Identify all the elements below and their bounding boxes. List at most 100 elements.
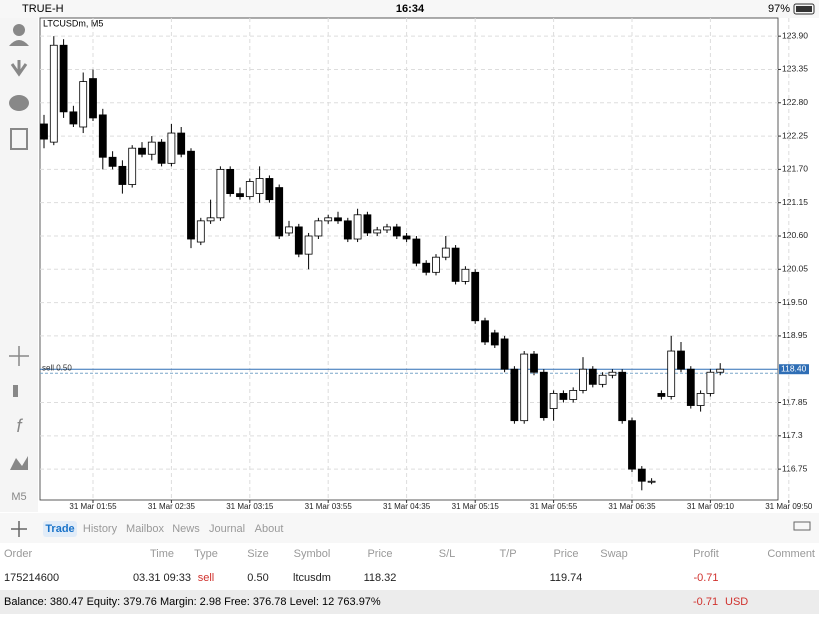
candle-body [265, 178, 274, 201]
y-tick-label: 117.3 [782, 430, 803, 440]
account-icon[interactable] [13, 24, 25, 36]
crosshair-icon[interactable] [9, 346, 29, 366]
candle-body [147, 141, 156, 155]
candle-body [118, 165, 127, 185]
candle-body [422, 262, 431, 273]
candle-body [353, 214, 362, 240]
column-header: T/P [499, 548, 516, 560]
candle-body [696, 393, 705, 406]
candle-body [285, 226, 293, 234]
candle-body [157, 141, 166, 164]
tab[interactable]: News [172, 523, 200, 535]
account-icon-body [9, 40, 29, 46]
candle-body [216, 168, 225, 219]
trade-icon[interactable] [10, 60, 28, 77]
battery-icon [793, 3, 815, 15]
candle-body [314, 220, 323, 237]
y-tick-label: 117.85 [782, 397, 808, 407]
objects-icon[interactable] [10, 456, 28, 470]
candle-body [608, 371, 617, 376]
footer-bar [0, 590, 819, 614]
table-cell: -0.71 [693, 572, 718, 584]
candle-body [373, 229, 382, 234]
candle-body [206, 217, 215, 222]
candle-body [275, 187, 284, 237]
candle-body [706, 371, 715, 394]
candle-body [598, 374, 607, 385]
candle-body [588, 368, 597, 385]
column-header: Price [553, 548, 578, 560]
candle-body [69, 111, 78, 125]
tab[interactable]: Trade [45, 523, 74, 535]
y-tick-label: 120.05 [782, 264, 808, 274]
column-header: Swap [600, 548, 628, 560]
table-cell: 118.32 [364, 572, 397, 584]
layout-button[interactable] [793, 521, 811, 531]
y-tick-label: 123.90 [782, 30, 808, 40]
candle-body [98, 114, 107, 158]
tab-highlight [43, 521, 77, 537]
chat-icon[interactable] [9, 95, 29, 111]
new-order-icon[interactable] [10, 128, 28, 150]
candle-body [451, 247, 460, 282]
column-header: Price [367, 548, 392, 560]
y-tick-label: 122.80 [782, 97, 808, 107]
candle-body [461, 268, 470, 282]
candle-body [618, 371, 627, 422]
x-tick-label: 31 Mar 01:55 [69, 502, 117, 511]
candle-body [657, 393, 666, 397]
column-header: Comment [767, 548, 815, 560]
candle-body [245, 181, 254, 198]
y-tick-label: 118.95 [782, 330, 808, 340]
candle-body [432, 256, 440, 273]
candle-body [167, 132, 176, 164]
battery-fill [796, 6, 812, 12]
x-tick-label: 31 Mar 03:15 [226, 502, 274, 511]
tab[interactable]: Mailbox [126, 523, 164, 535]
candle-body [89, 78, 97, 119]
y-tick-label: 123.35 [782, 64, 808, 74]
clock: 16:34 [396, 3, 425, 15]
x-tick-label: 31 Mar 09:50 [765, 502, 813, 511]
candle-body [412, 238, 421, 264]
tab[interactable]: Journal [209, 523, 245, 535]
candle-body [304, 235, 313, 255]
table-cell: 0.50 [247, 572, 268, 584]
x-tick-label: 31 Mar 05:55 [530, 502, 578, 511]
candle-body [138, 147, 146, 155]
price-tag-label: 118.40 [781, 363, 807, 373]
currency: USD [725, 596, 748, 608]
candle-body [402, 235, 411, 240]
tab[interactable]: History [83, 523, 118, 535]
x-tick-label: 31 Mar 04:35 [383, 502, 431, 511]
candle-body [539, 371, 548, 419]
column-header: Order [4, 548, 32, 560]
y-tick-label: 120.60 [782, 230, 808, 240]
y-tick-label: 122.25 [782, 130, 808, 140]
candle-body [500, 338, 509, 370]
add-button[interactable] [11, 521, 27, 537]
candle-body [716, 368, 725, 373]
y-tick-label: 119.50 [782, 297, 808, 307]
function-icon[interactable]: f [16, 416, 23, 436]
candle-body [441, 247, 450, 258]
plot-area [39, 17, 779, 501]
status-bar [0, 0, 819, 18]
indicators-icon[interactable] [13, 385, 18, 397]
column-header: Symbol [294, 548, 331, 560]
tab[interactable]: About [255, 523, 284, 535]
candle-body [383, 226, 391, 231]
timeframe[interactable]: M5 [11, 491, 26, 503]
candle-body [334, 217, 342, 222]
candle-body [490, 332, 499, 346]
candle-body [128, 147, 137, 185]
x-tick-label: 31 Mar 06:35 [608, 502, 656, 511]
column-header: S/L [439, 548, 456, 560]
candle-body [49, 44, 58, 143]
position-label: sell 0.50 [42, 363, 72, 372]
candle-body [510, 368, 519, 422]
candle-body [236, 193, 244, 198]
table-cell: sell [198, 572, 215, 584]
